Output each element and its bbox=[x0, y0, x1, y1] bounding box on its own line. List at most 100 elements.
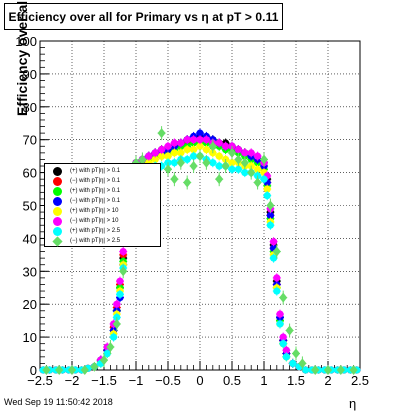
data-point bbox=[263, 192, 271, 200]
data-point bbox=[158, 152, 166, 160]
data-point bbox=[202, 145, 210, 154]
y-tick-label: 90 bbox=[23, 67, 37, 82]
data-point bbox=[177, 149, 185, 157]
y-tick-label: 100 bbox=[15, 34, 37, 49]
legend-marker bbox=[52, 236, 63, 247]
y-tick-label: 60 bbox=[23, 166, 37, 181]
data-point bbox=[254, 165, 262, 173]
data-point bbox=[170, 174, 179, 185]
data-point bbox=[276, 320, 284, 328]
data-point bbox=[68, 365, 76, 375]
data-point bbox=[196, 136, 204, 144]
data-point bbox=[116, 277, 124, 285]
data-point bbox=[157, 128, 166, 139]
data-point bbox=[119, 247, 127, 256]
x-tick-label: −0.5 bbox=[155, 373, 181, 388]
x-tick-label: −2.5 bbox=[27, 373, 53, 388]
data-point bbox=[183, 136, 191, 144]
y-tick-label: 10 bbox=[23, 330, 37, 345]
chart-title-box: Efficiency over all for Primary vs η at … bbox=[4, 3, 283, 30]
data-point bbox=[228, 165, 236, 173]
data-point bbox=[80, 365, 89, 375]
data-point bbox=[282, 346, 290, 354]
data-point bbox=[215, 139, 223, 147]
legend-entry: (−) with pT|η| > 0.1 bbox=[45, 176, 160, 187]
data-point bbox=[164, 152, 172, 160]
y-axis-label: Efficiency over all (%) bbox=[14, 0, 30, 116]
data-point bbox=[170, 159, 178, 167]
y-tick-label: 80 bbox=[23, 100, 37, 115]
x-tick-label: 2 bbox=[324, 373, 331, 388]
data-point bbox=[324, 365, 332, 375]
legend-entry: (+) with pT|η| > 0.1 bbox=[45, 166, 160, 177]
chart-title: Efficiency over all for Primary vs η at … bbox=[8, 9, 279, 24]
legend-label: (−) with pT|η| > 0.1 bbox=[70, 198, 121, 204]
x-axis-label: η bbox=[349, 396, 357, 411]
series-7 bbox=[42, 126, 358, 375]
data-point bbox=[215, 162, 223, 170]
data-point bbox=[202, 157, 211, 168]
x-tick-label: −2 bbox=[65, 373, 80, 388]
legend-label: (−) with pT|η| > 0.1 bbox=[70, 178, 121, 184]
data-point bbox=[234, 165, 242, 173]
data-point bbox=[190, 136, 198, 144]
y-tick-label: 0 bbox=[30, 363, 37, 378]
data-point bbox=[279, 292, 288, 303]
data-point bbox=[110, 333, 118, 341]
data-point bbox=[119, 266, 128, 277]
data-point bbox=[176, 157, 185, 168]
data-point bbox=[215, 152, 223, 160]
data-point bbox=[247, 167, 256, 178]
data-point bbox=[241, 169, 249, 177]
legend-entry: (−) with pT|η| > 10 bbox=[45, 216, 160, 227]
legend-entry: (−) with pT|η| > 0.1 bbox=[45, 196, 160, 207]
x-tick-label: 1 bbox=[260, 373, 267, 388]
x-tick-label: −1 bbox=[129, 373, 144, 388]
data-point bbox=[190, 145, 198, 154]
legend-marker bbox=[53, 227, 62, 236]
data-point bbox=[158, 145, 166, 154]
timestamp: Wed Sep 19 11:50:42 2018 bbox=[4, 397, 113, 407]
x-tick-label: 2.5 bbox=[351, 373, 369, 388]
data-point bbox=[276, 310, 284, 318]
data-point bbox=[190, 152, 198, 160]
data-point bbox=[289, 359, 297, 368]
grid-lines bbox=[40, 41, 360, 370]
data-point bbox=[90, 361, 99, 372]
legend-marker bbox=[53, 187, 62, 196]
data-point bbox=[247, 149, 255, 157]
x-tick-label: 1.5 bbox=[287, 373, 305, 388]
legend-label: (+) with pT|η| > 10 bbox=[70, 208, 119, 214]
data-point bbox=[349, 365, 358, 375]
x-tick-label: 0 bbox=[196, 373, 203, 388]
data-point bbox=[164, 142, 172, 150]
data-point bbox=[151, 149, 159, 157]
data-point bbox=[234, 145, 242, 154]
data-point bbox=[189, 161, 198, 172]
data-point bbox=[270, 254, 278, 262]
data-point bbox=[221, 161, 230, 172]
data-point bbox=[228, 159, 236, 167]
legend-label: (+) with pT|η| > 0.1 bbox=[70, 168, 121, 174]
data-point bbox=[279, 333, 287, 341]
data-point bbox=[170, 139, 178, 147]
data-point bbox=[196, 151, 204, 162]
data-point bbox=[183, 155, 191, 164]
data-point bbox=[273, 274, 281, 282]
data-point bbox=[100, 355, 108, 366]
data-point bbox=[279, 340, 287, 348]
y-tick-label: 50 bbox=[23, 199, 37, 214]
data-point bbox=[228, 147, 236, 158]
data-point bbox=[311, 365, 320, 375]
data-point bbox=[266, 221, 274, 229]
legend-label: (+) with pT|η| > 2.5 bbox=[70, 228, 121, 234]
data-point bbox=[116, 290, 124, 298]
data-point bbox=[215, 174, 224, 185]
data-point bbox=[106, 341, 115, 352]
data-point bbox=[112, 318, 121, 329]
legend-marker bbox=[53, 197, 62, 206]
data-point bbox=[240, 157, 249, 168]
data-point bbox=[113, 300, 121, 308]
legend-marker bbox=[53, 177, 62, 186]
data-point bbox=[55, 365, 64, 375]
